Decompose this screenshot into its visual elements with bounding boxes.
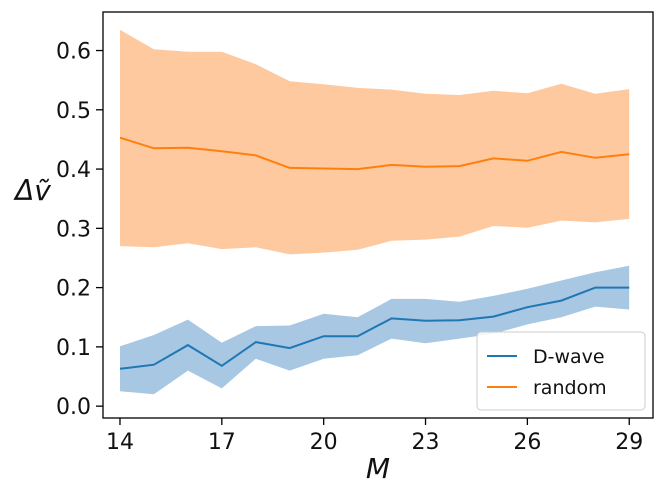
legend-label-random: random: [533, 377, 607, 399]
series-lines: [119, 136, 630, 370]
plot-frame: [102, 11, 654, 419]
confidence-bands: [120, 29, 630, 395]
line-random: [119, 136, 630, 171]
x-tick-label: 17: [208, 430, 236, 455]
x-tick-label: 23: [412, 430, 440, 455]
axis-ticks: 14 17 20 23 26 29 0.0 0.1 0.2 0.3 0.4 0.5 0.6: [56, 40, 643, 455]
y-tick-label: 0.4: [56, 158, 91, 183]
legend-label-d-wave: D-wave: [533, 346, 605, 368]
x-tick-label: 29: [615, 430, 643, 455]
band-random: [120, 29, 630, 255]
y-tick-label: 0.0: [56, 395, 91, 420]
line-d-wave: [119, 286, 630, 370]
band-d-wave: [120, 265, 630, 395]
y-tick-label: 0.5: [56, 99, 91, 124]
x-tick-label: 14: [106, 430, 134, 455]
y-tick-label: 0.1: [56, 336, 91, 361]
y-tick-label: 0.6: [56, 40, 91, 65]
legend: D-wave random: [476, 331, 646, 411]
x-axis-title: M: [366, 452, 390, 485]
x-tick-label: 20: [310, 430, 338, 455]
y-tick-label: 0.2: [56, 277, 91, 302]
x-tick-label: 26: [513, 430, 541, 455]
y-axis-title: Δṽ: [13, 174, 51, 207]
legend-box: [476, 331, 646, 411]
y-tick-label: 0.3: [56, 217, 91, 242]
